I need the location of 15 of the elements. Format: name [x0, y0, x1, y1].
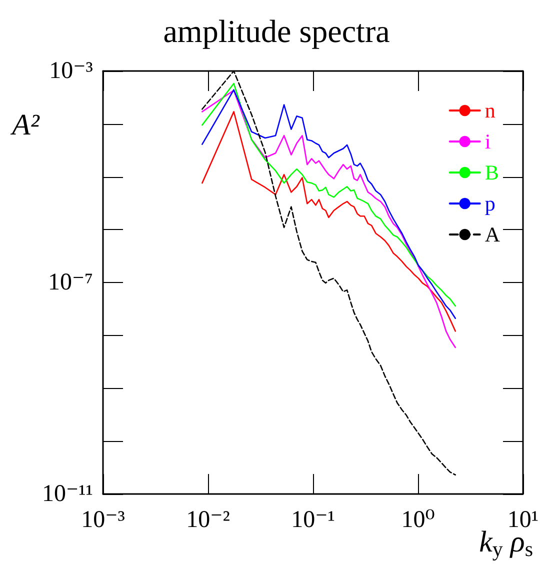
legend-label: B	[484, 160, 499, 184]
x-tick-label: 10⁰	[401, 507, 435, 533]
legend-label: n	[484, 98, 496, 122]
x-tick-label: 10⁻³	[81, 507, 125, 533]
legend-label: p	[484, 192, 496, 216]
x-tick-label: 10⁻²	[186, 507, 230, 533]
x-tick-label: 10¹	[507, 507, 539, 533]
y-axis-title: A²	[10, 108, 40, 142]
chart-title: amplitude spectra	[163, 13, 390, 49]
legend-label: i	[484, 130, 491, 154]
legend-label: A	[484, 222, 501, 246]
y-tick-label: 10⁻⁷	[48, 270, 93, 296]
y-tick-label: 10⁻¹¹	[42, 481, 93, 507]
x-tick-label: 10⁻¹	[291, 507, 335, 533]
y-tick-label: 10⁻³	[49, 58, 93, 84]
